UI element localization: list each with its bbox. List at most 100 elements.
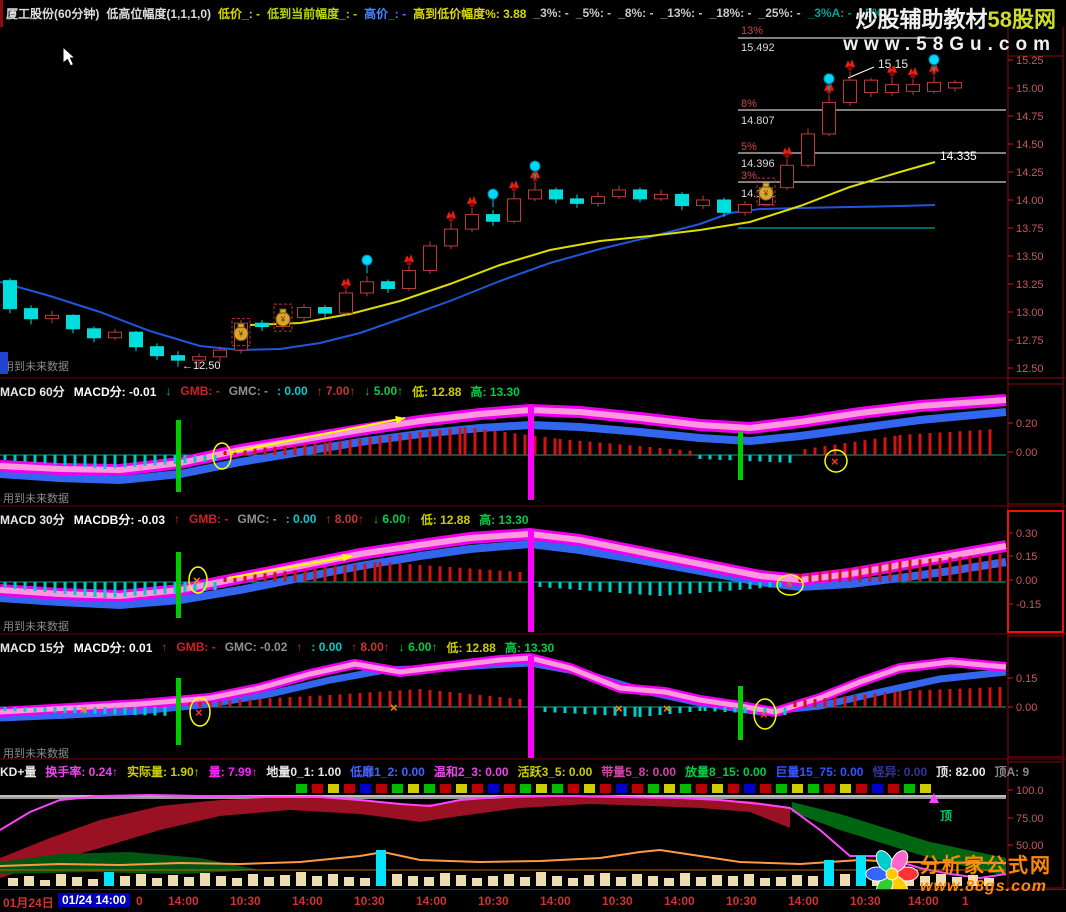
macd30-hist (343, 565, 347, 582)
macd15-x-mark: × (760, 707, 768, 722)
macd30-hist (518, 572, 522, 582)
kd-volume-bars (280, 875, 290, 886)
left-edge-mark (0, 352, 8, 374)
macd30-header-field: 低: 12.88 (420, 512, 471, 527)
macd30-hist (213, 582, 217, 590)
macd60-hist (378, 436, 382, 455)
kd-rainbow-strip (568, 784, 579, 793)
macd15-header-field: ↓ 6.00↑ (398, 640, 438, 654)
macd60-hist (23, 455, 27, 462)
macd60-hist (398, 434, 402, 455)
macd15-hist (603, 707, 607, 716)
macd15-header-field: 低: 12.88 (446, 640, 496, 655)
macd15-signal-circle (189, 697, 211, 727)
ma-value-label: 14.335 (940, 149, 977, 163)
macd30-hist (548, 582, 552, 588)
macd60-header[interactable]: MACD 60分 MACD分: -0.01 ↓ GMB: - GMC: -: 0.00 ↑… (0, 381, 529, 401)
macd60-hist (483, 429, 487, 455)
macd30-hist (928, 558, 932, 582)
macd30-magenta-spike (528, 530, 534, 632)
macd60-hist (618, 444, 622, 455)
macd30-hist (888, 562, 892, 582)
macd30-hist (868, 565, 872, 582)
kd-volume-bars (344, 877, 354, 886)
macd15-hist (793, 701, 797, 707)
watermark-brand-white: 炒股辅助教材 (855, 7, 988, 32)
kd-volume-bars (104, 872, 114, 886)
macd15-hist (398, 690, 402, 707)
site-logo-name: 分析家公式网 (920, 855, 1052, 877)
macd60-hist (898, 435, 902, 455)
kd-rainbow-strip (344, 784, 355, 793)
macd30-hist (938, 558, 942, 582)
candle-body (570, 198, 584, 204)
macd15-header[interactable]: MACD 15分 MACD分: 0.01 ↑ GMB: - GMC: -0.02 ↑: 0… (0, 637, 563, 657)
time-axis-label: 10:30 (230, 894, 261, 908)
macd15-x-mark: × (80, 702, 88, 717)
macd30-hist (233, 576, 237, 582)
macd30-hist (478, 569, 482, 582)
macd60-hist (253, 448, 257, 455)
macd15-hist (23, 707, 27, 712)
kd-volume-bars (920, 876, 930, 886)
macd30-hist (788, 582, 792, 586)
macd30-hist (333, 566, 337, 582)
title-bar[interactable]: 厦工股份(60分钟) 低高位幅度(1,1,1,0) 低价_: - 低到当前幅度_: -… (6, 0, 890, 26)
macd60-hist (788, 455, 792, 463)
kd-volume-bars (792, 875, 802, 886)
candle-body (507, 198, 521, 222)
candle-body (402, 270, 416, 289)
kd-volume-bars (408, 876, 418, 886)
macd60-hist (628, 445, 632, 455)
kd-rainbow-strip (824, 784, 835, 793)
macd30-header-field: ↑ 8.00↑ (325, 512, 365, 526)
kd-volume-bars (936, 874, 946, 886)
level-pct-label: 13% (741, 25, 763, 37)
time-axis[interactable]: 01月24日 01/24 14:00 0 14:00 10:30 14:00 10:30… (0, 889, 1066, 912)
macd60-hist (283, 445, 287, 455)
macd60-ribbon-blue (0, 408, 1007, 485)
time-axis-selected-cell[interactable]: 01/24 14:00 (58, 893, 131, 907)
macd30-hist (498, 570, 502, 582)
macd30-hist (638, 582, 642, 595)
watermark: 炒股辅助教材58股网 www.58Gu.com (843, 2, 1056, 56)
title-bar-field: _13%: - (660, 6, 703, 20)
macd30-hist (428, 565, 432, 582)
macd30-header[interactable]: MACD 30分 MACDB分: -0.03 ↑ GMB: - GMC: -: 0.00… (0, 509, 538, 529)
future-data-note: 用到未来数据 (3, 619, 69, 633)
macd15-header-field: ↑ (296, 640, 303, 654)
macd15-hist (408, 689, 412, 707)
kd-volume-bars (968, 875, 978, 886)
macd60-hist (153, 455, 157, 466)
macd15-header-field: GMC: -0.02 (224, 640, 288, 654)
kd-volume-bars (504, 874, 514, 886)
title-bar-field: 高到低价幅度%: 3.88 (413, 6, 527, 21)
macd15-hist (948, 689, 952, 707)
macd30-hist (398, 563, 402, 582)
macd15-hist (713, 707, 717, 712)
kd-header[interactable]: KD+量 换手率: 0.24↑ 实际量: 1.90↑ 量: 7.99↑ 地量0_1: 1… (0, 761, 1038, 781)
title-bar-field: 低高位幅度(1,1,1,0) (106, 6, 212, 21)
kd-volume-bars (24, 876, 34, 886)
macd30-header-field: GMC: - (237, 512, 277, 526)
kd-volume-bars (136, 874, 146, 886)
macd15-hist (908, 690, 912, 707)
macd15-hist (698, 707, 702, 711)
kd-header-field: 地量0_1: 1.00 (266, 764, 342, 779)
macd30-hist (173, 582, 177, 593)
price-tick: 12.50 (1016, 363, 1044, 375)
price-tick: 14.00 (1016, 195, 1044, 207)
macd60-hist (313, 443, 317, 455)
kd-volume-bars (744, 874, 754, 886)
macd15-hist (518, 699, 522, 707)
macd15-hist (43, 707, 47, 713)
macd15-hist (703, 707, 707, 711)
macd15-hist (553, 707, 557, 713)
sell-flame-icon (469, 202, 475, 208)
macd15-hist (278, 697, 282, 707)
mouse-cursor (62, 45, 77, 67)
macd15-ribbon-blue (0, 659, 1007, 722)
macd15-green-spike (738, 686, 743, 740)
macd15-x-mark: × (615, 701, 623, 716)
